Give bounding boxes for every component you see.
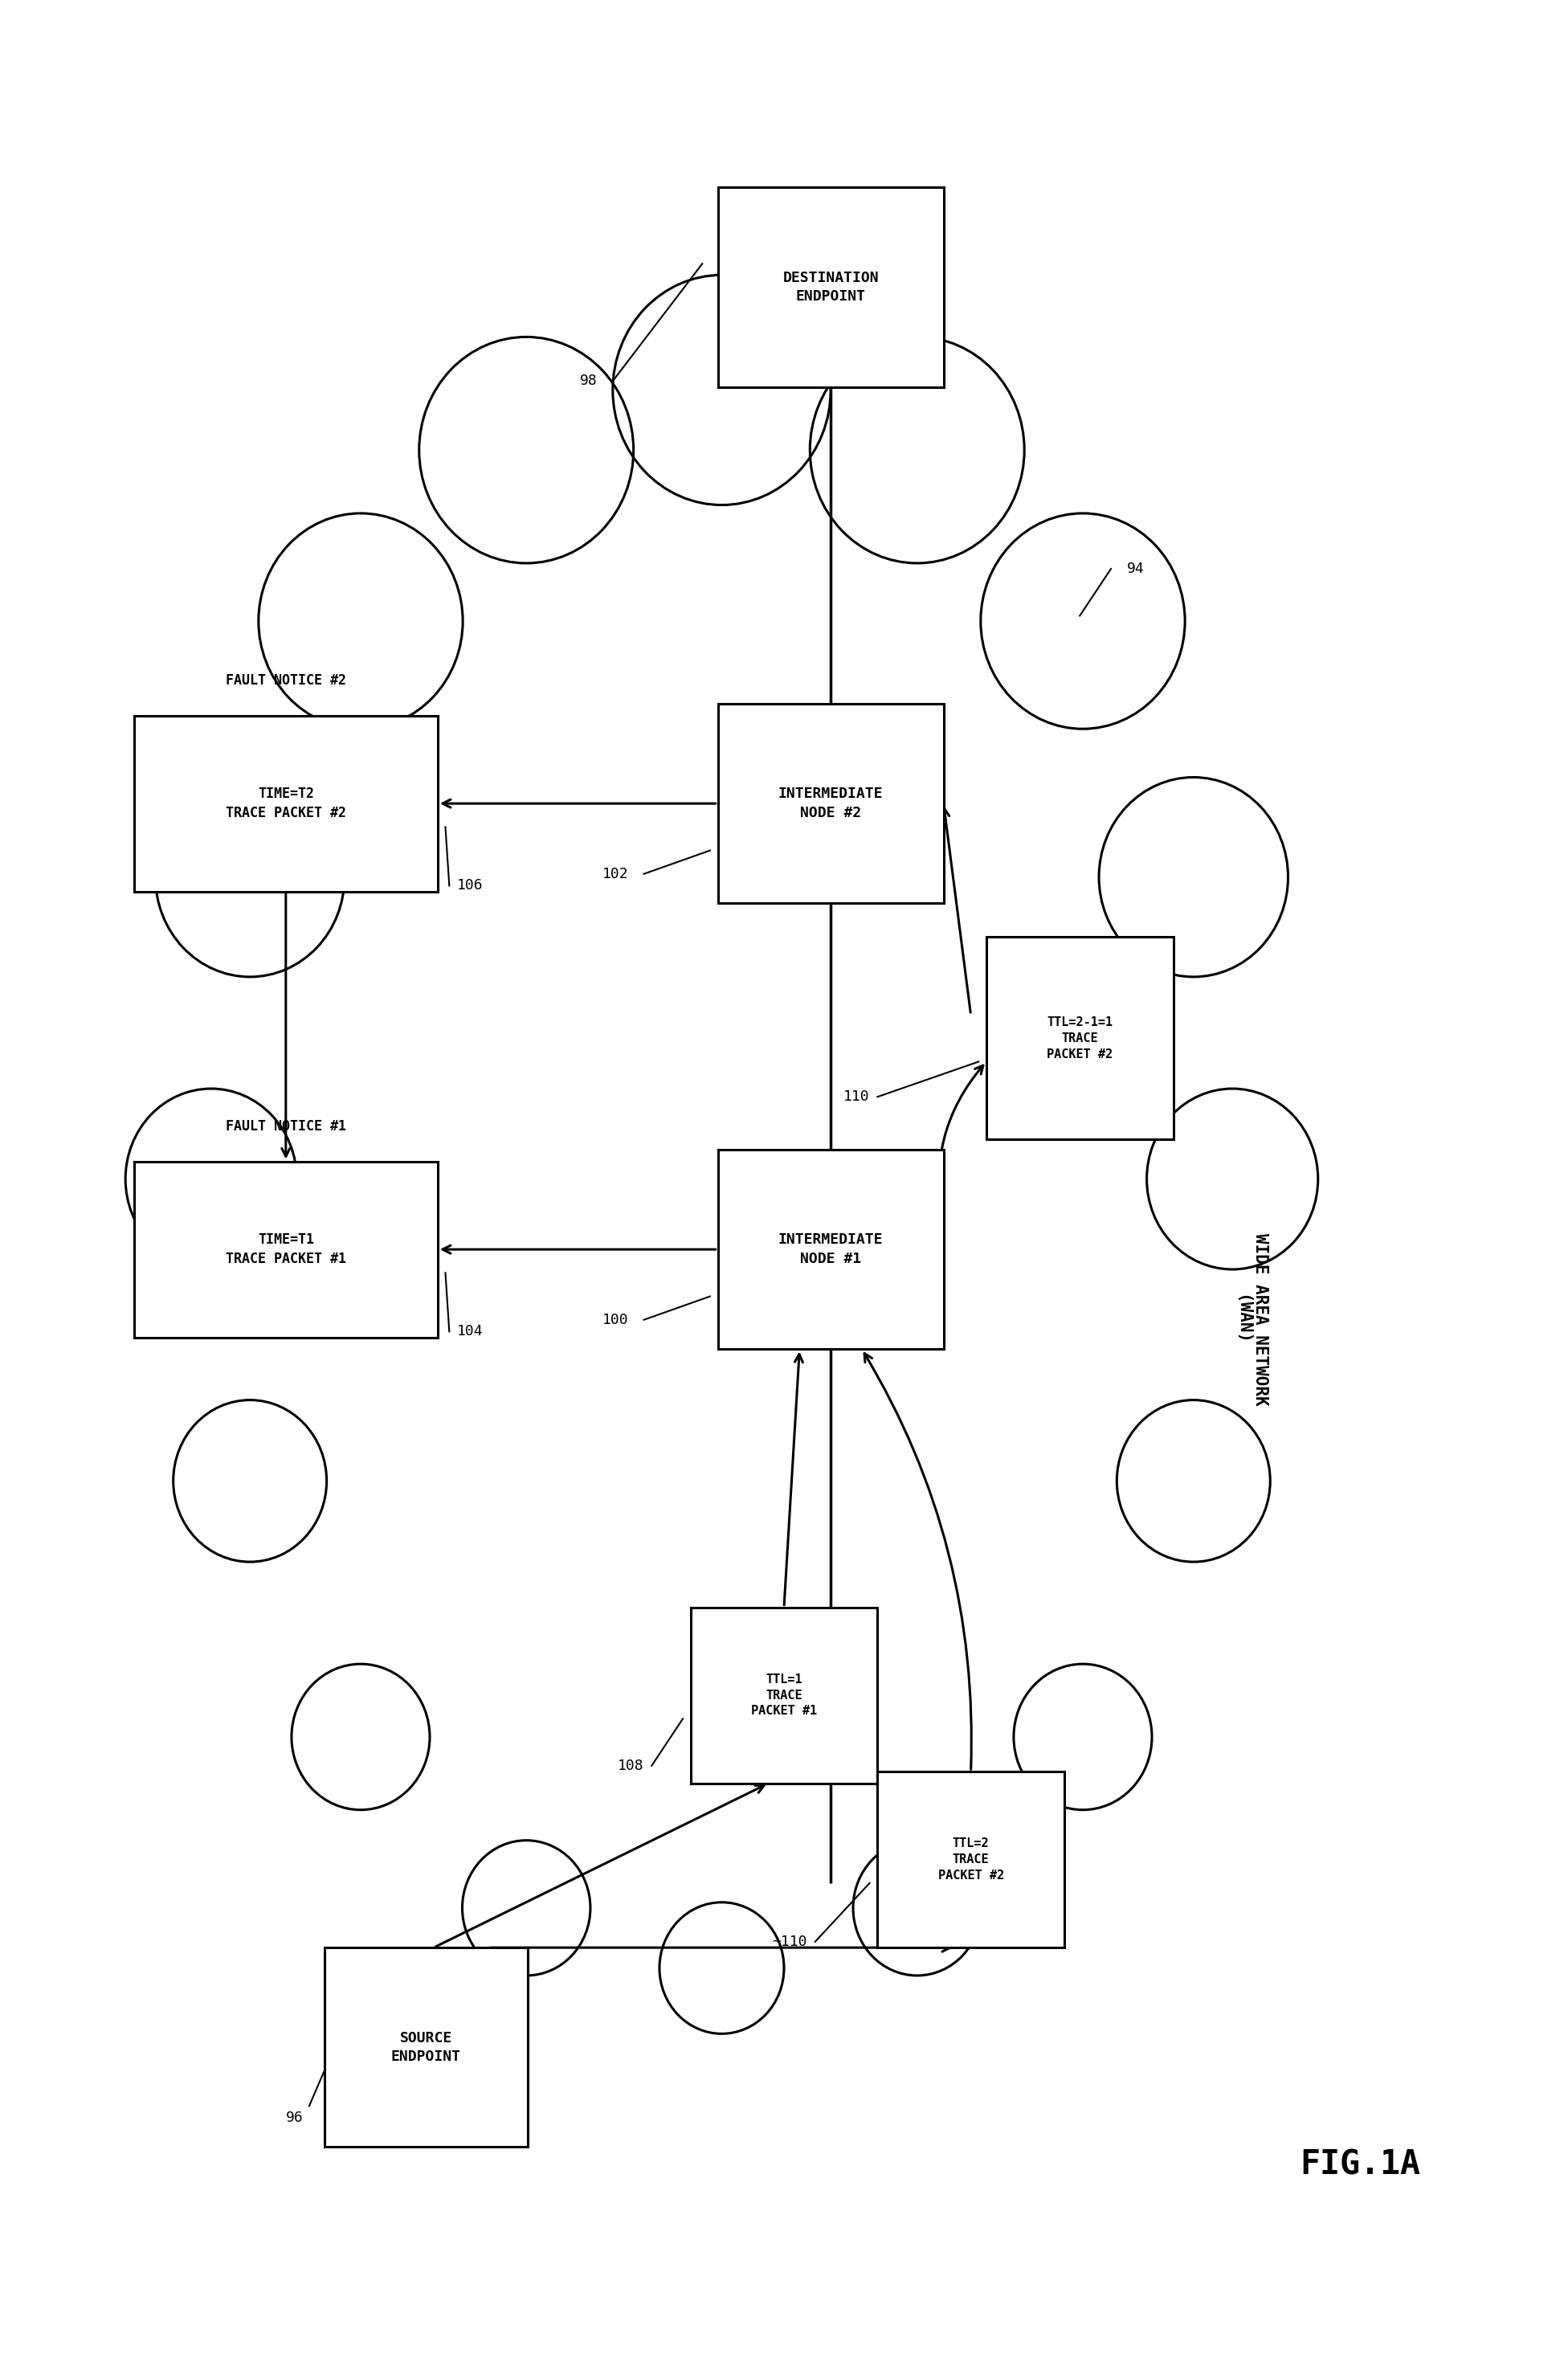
Text: TIME=T1
TRACE PACKET #1: TIME=T1 TRACE PACKET #1: [226, 1233, 347, 1266]
Ellipse shape: [1013, 1665, 1152, 1811]
Ellipse shape: [155, 778, 345, 976]
Text: INTERMEDIATE
NODE #2: INTERMEDIATE NODE #2: [778, 788, 883, 821]
FancyBboxPatch shape: [325, 1948, 527, 2148]
Text: TIME=T2
TRACE PACKET #2: TIME=T2 TRACE PACKET #2: [226, 788, 347, 821]
Text: FAULT NOTICE #2: FAULT NOTICE #2: [226, 672, 347, 686]
Text: 96: 96: [285, 2110, 303, 2125]
Text: ~110: ~110: [773, 1934, 808, 1950]
Text: 110: 110: [844, 1089, 870, 1104]
FancyBboxPatch shape: [878, 1771, 1065, 1948]
FancyBboxPatch shape: [133, 714, 437, 891]
Text: 94: 94: [1126, 561, 1145, 575]
Text: 104: 104: [456, 1325, 483, 1339]
FancyBboxPatch shape: [133, 1162, 437, 1337]
FancyBboxPatch shape: [718, 703, 944, 903]
Ellipse shape: [463, 1839, 591, 1976]
Ellipse shape: [125, 1089, 296, 1269]
Text: TTL=2
TRACE
PACKET #2: TTL=2 TRACE PACKET #2: [938, 1837, 1004, 1882]
Text: 108: 108: [618, 1759, 644, 1773]
FancyBboxPatch shape: [986, 936, 1173, 1139]
Ellipse shape: [980, 514, 1185, 729]
Ellipse shape: [853, 1839, 982, 1976]
Text: FIG.1A: FIG.1A: [1300, 2148, 1421, 2181]
Text: 100: 100: [602, 1313, 629, 1328]
Ellipse shape: [1146, 1089, 1319, 1269]
FancyBboxPatch shape: [718, 186, 944, 387]
Ellipse shape: [172, 1401, 326, 1561]
Ellipse shape: [259, 514, 463, 729]
Text: TTL=2-1=1
TRACE
PACKET #2: TTL=2-1=1 TRACE PACKET #2: [1047, 1016, 1113, 1061]
Text: FAULT NOTICE #1: FAULT NOTICE #1: [226, 1118, 347, 1134]
Text: WIDE AREA NETWORK
(WAN): WIDE AREA NETWORK (WAN): [1234, 1233, 1269, 1405]
Ellipse shape: [1116, 1401, 1270, 1561]
Text: TTL=1
TRACE
PACKET #1: TTL=1 TRACE PACKET #1: [751, 1674, 817, 1717]
Ellipse shape: [613, 276, 831, 505]
FancyBboxPatch shape: [718, 1151, 944, 1349]
Ellipse shape: [419, 337, 633, 564]
Text: DESTINATION
ENDPOINT: DESTINATION ENDPOINT: [782, 271, 878, 304]
Ellipse shape: [292, 1665, 430, 1811]
Ellipse shape: [1099, 778, 1287, 976]
Ellipse shape: [811, 337, 1024, 564]
Text: SOURCE
ENDPOINT: SOURCE ENDPOINT: [390, 2030, 461, 2063]
Ellipse shape: [660, 1903, 784, 2033]
FancyBboxPatch shape: [690, 1608, 878, 1783]
Ellipse shape: [193, 361, 1251, 1997]
Text: INTERMEDIATE
NODE #1: INTERMEDIATE NODE #1: [778, 1233, 883, 1266]
Text: 98: 98: [580, 375, 597, 389]
Text: 102: 102: [602, 868, 629, 882]
Text: 106: 106: [456, 880, 483, 894]
